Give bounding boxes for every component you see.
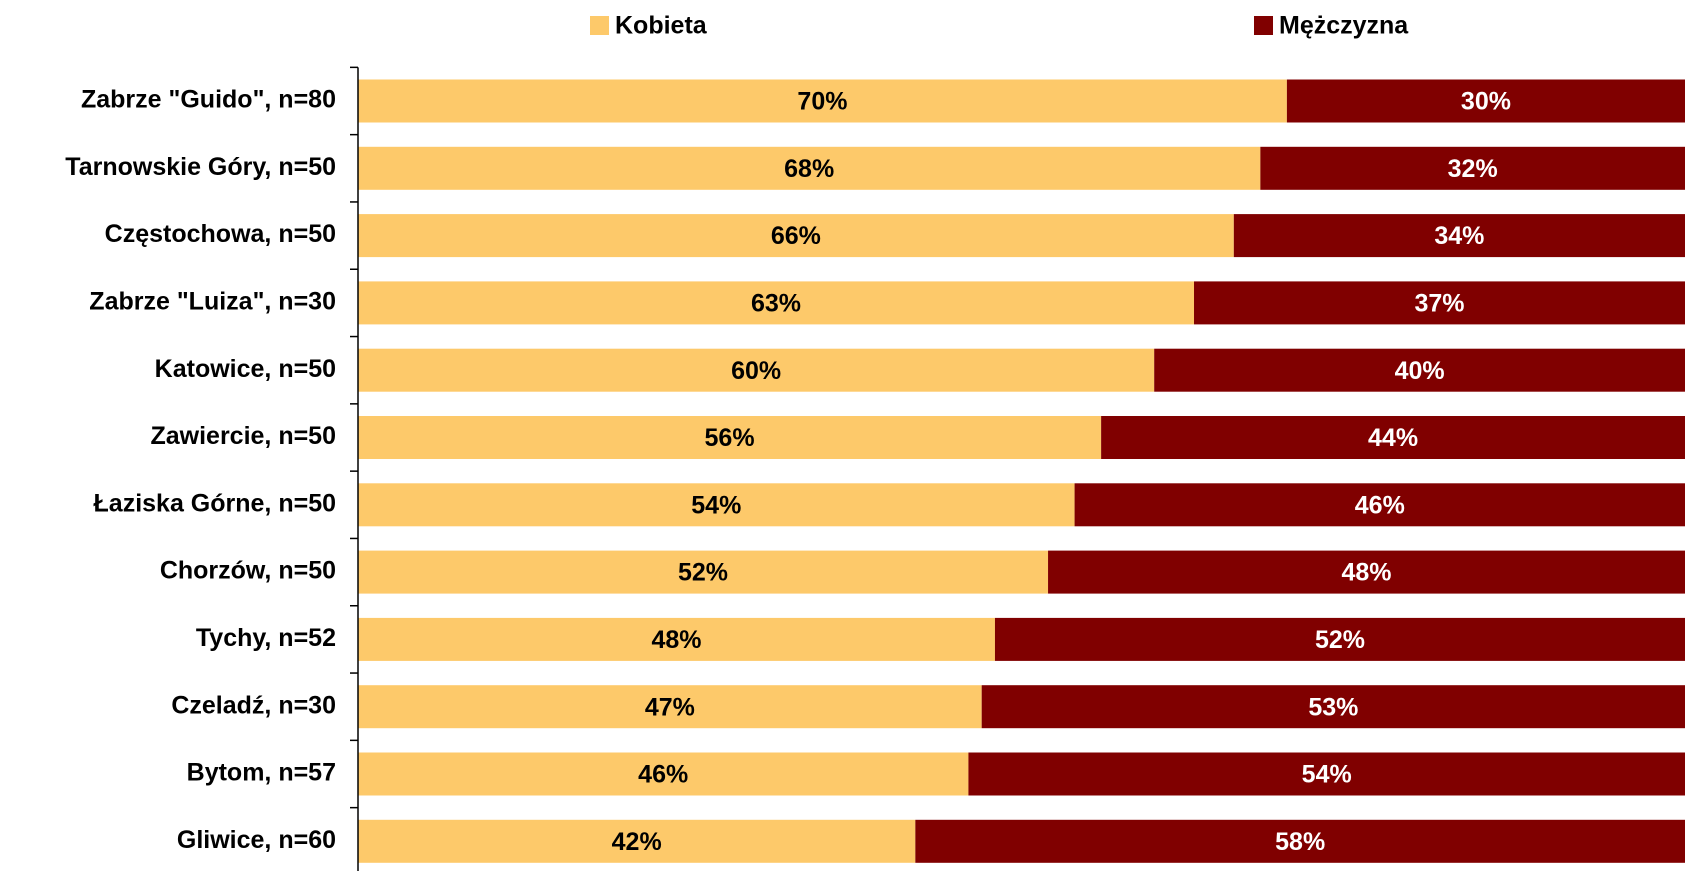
- bar-segment: [358, 685, 982, 729]
- y-tick-label: Częstochowa, n=50: [105, 220, 336, 248]
- bar-segment: [358, 348, 1155, 392]
- data-label: 44%: [1368, 424, 1418, 452]
- y-tick-label: Tychy, n=52: [196, 624, 336, 652]
- legend-label: Mężczyzna: [1279, 12, 1409, 40]
- bar-segment: [358, 79, 1287, 123]
- bar-segment: [358, 416, 1102, 459]
- bar-segment: [981, 685, 1685, 729]
- y-tick-label: Zabrze "Guido", n=80: [81, 86, 336, 114]
- bar-segment: [358, 550, 1049, 594]
- data-label: 63%: [751, 290, 801, 318]
- data-label: 70%: [797, 88, 847, 116]
- data-label: 46%: [638, 761, 688, 789]
- data-label: 37%: [1414, 290, 1464, 318]
- data-label: 48%: [651, 626, 701, 654]
- data-label: 42%: [612, 828, 662, 856]
- y-tick-label: Katowice, n=50: [155, 355, 336, 383]
- bar-segment: [1233, 214, 1685, 258]
- data-label: 66%: [771, 222, 821, 250]
- bar-segment: [358, 281, 1195, 325]
- bar-segment: [358, 819, 916, 863]
- data-label: 34%: [1434, 222, 1484, 250]
- data-label: 54%: [1302, 761, 1352, 789]
- bar-segment: [358, 483, 1075, 527]
- data-label: 68%: [784, 155, 834, 183]
- y-tick-label: Tarnowskie Góry, n=50: [65, 153, 336, 181]
- y-tick-label: Chorzów, n=50: [160, 557, 336, 585]
- data-label: 32%: [1448, 155, 1498, 183]
- bar-segment: [358, 617, 995, 661]
- data-label: 53%: [1308, 693, 1358, 721]
- y-tick-label: Gliwice, n=60: [177, 826, 336, 854]
- data-label: 40%: [1395, 357, 1445, 385]
- data-label: 46%: [1355, 491, 1405, 519]
- bar-segment: [1286, 79, 1685, 123]
- bar-segment: [1048, 550, 1685, 594]
- data-label: 58%: [1275, 828, 1325, 856]
- bar-segment: [1101, 416, 1685, 459]
- y-tick-label: Bytom, n=57: [187, 759, 336, 787]
- bar-segment: [358, 214, 1234, 258]
- bar-segment: [1154, 348, 1685, 392]
- y-tick-label: Czeladź, n=30: [171, 691, 336, 719]
- data-label: 47%: [645, 693, 695, 721]
- legend-swatch: [1254, 16, 1273, 35]
- y-tick-label: Zawiercie, n=50: [150, 422, 336, 450]
- bar-segment: [1194, 281, 1685, 325]
- data-label: 54%: [691, 491, 741, 519]
- bar-segment: [358, 752, 969, 796]
- data-label: 60%: [731, 357, 781, 385]
- bar-segment: [915, 819, 1685, 863]
- y-tick-label: Zabrze "Luiza", n=30: [89, 288, 336, 316]
- legend-label: Kobieta: [615, 12, 708, 40]
- data-label: 48%: [1341, 559, 1391, 587]
- bar-segment: [1260, 146, 1685, 190]
- data-label: 52%: [1315, 626, 1365, 654]
- bar-segment: [994, 617, 1685, 661]
- data-label: 30%: [1461, 88, 1511, 116]
- bar-segment: [358, 146, 1261, 190]
- data-label: 52%: [678, 559, 728, 587]
- data-label: 56%: [705, 424, 755, 452]
- bar-segment: [968, 752, 1685, 796]
- legend-swatch: [590, 16, 609, 35]
- y-tick-label: Łaziska Górne, n=50: [94, 489, 336, 517]
- bar-segment: [1074, 483, 1685, 527]
